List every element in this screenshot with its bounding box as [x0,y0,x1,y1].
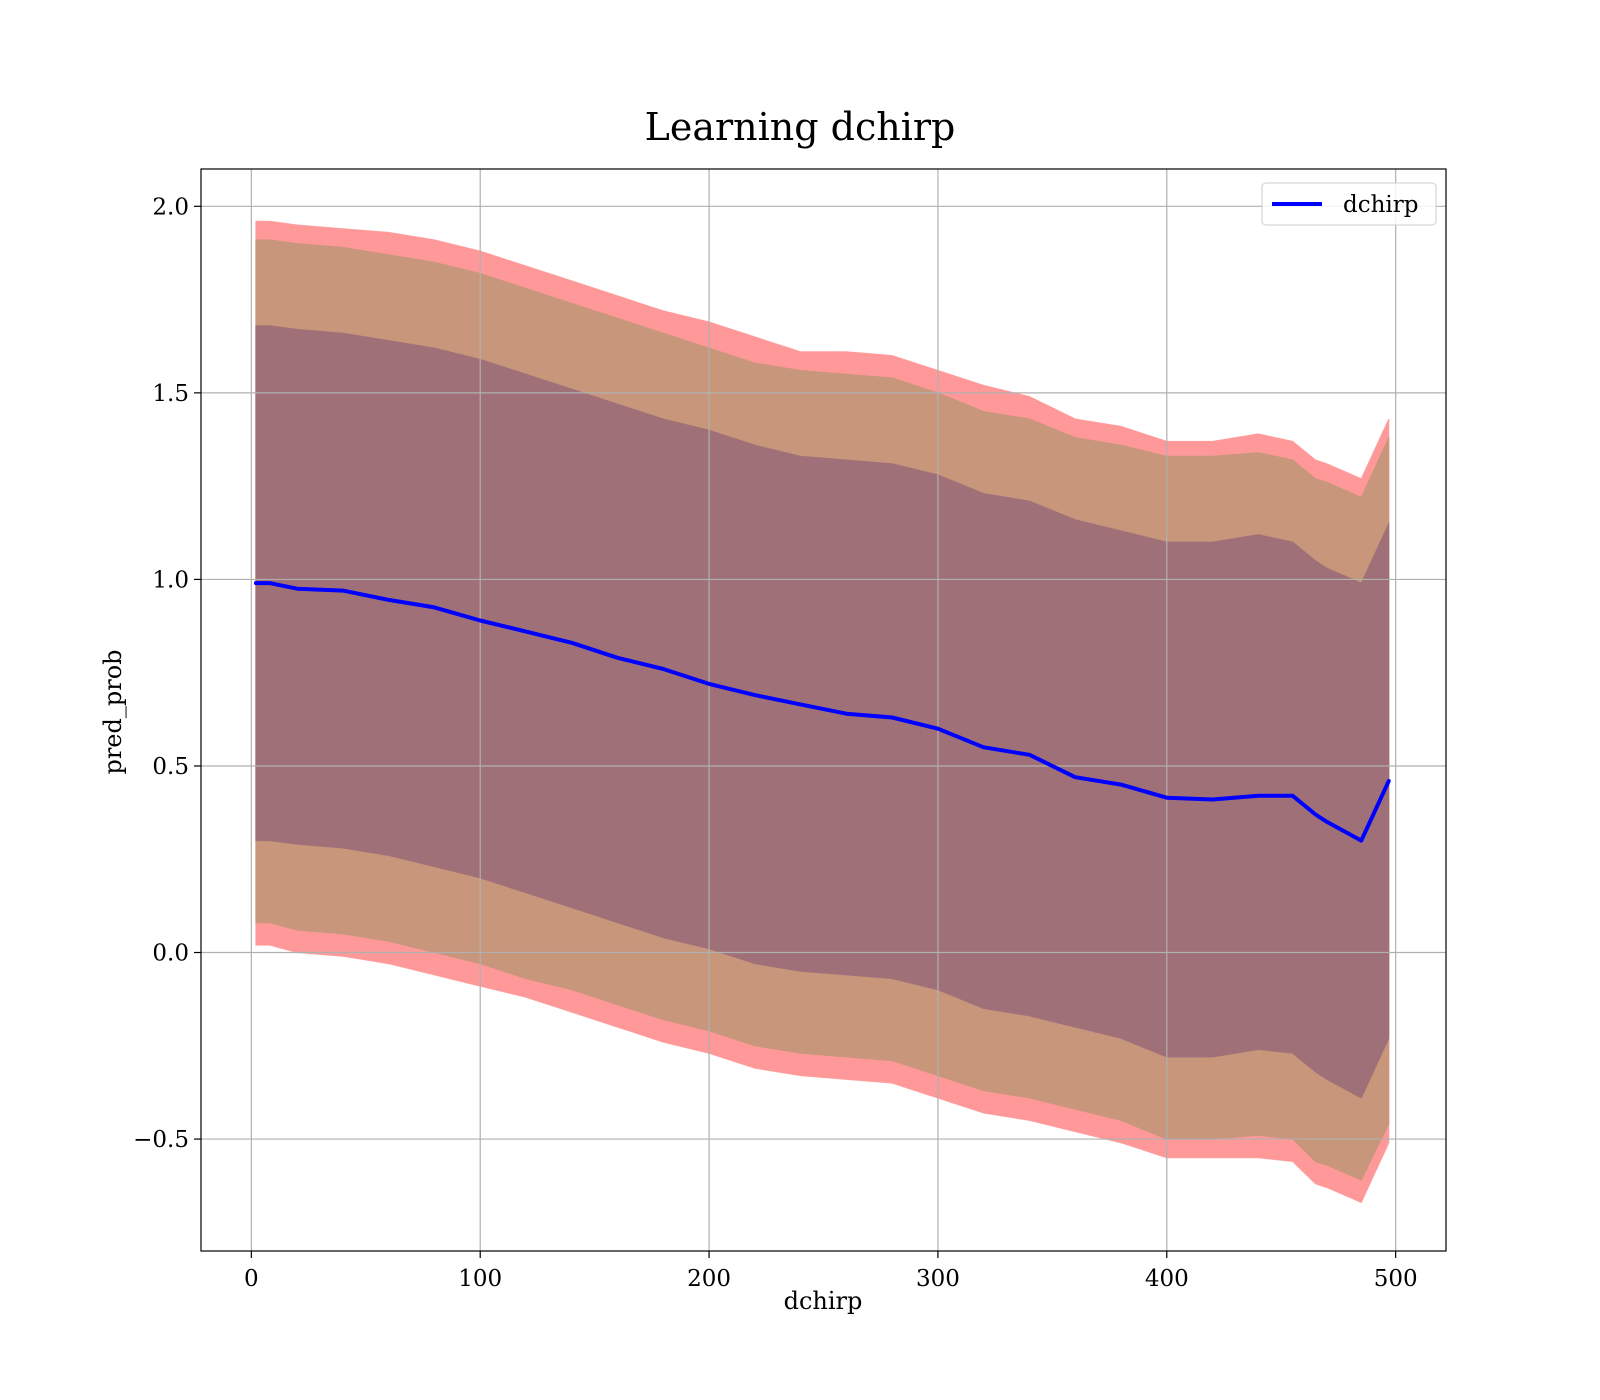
x-tick-label: 300 [916,1266,960,1292]
plot-frame [200,168,1447,1252]
y-axis-label: pred_prob [99,649,127,774]
series-lines [253,581,1391,843]
legend-label: dchirp [1343,192,1419,218]
y-tick-label: 0.5 [152,754,189,780]
grid-lines [201,169,1446,1251]
legend: dchirp [1261,182,1437,226]
y-tick-label: 1.5 [152,381,189,407]
x-axis-label: dchirp [784,1287,863,1315]
y-axis-ticks: −0.5 0.0 0.5 1.0 1.5 2.0 [133,194,201,1153]
legend-box [1261,182,1437,226]
band-inner [255,325,1390,1099]
y-tick-label: 1.0 [152,567,189,593]
x-tick-label: 500 [1374,1266,1418,1292]
x-tick-label: 100 [458,1266,502,1292]
y-tick-label: 0.0 [152,941,189,967]
x-tick-label: 0 [244,1266,259,1292]
x-tick-label: 200 [687,1266,731,1292]
y-tick-label: 2.0 [152,194,189,220]
chart-title: Learning dchirp [645,105,956,149]
x-axis-ticks: 0 100 200 300 400 500 [244,1251,1418,1292]
x-tick-label: 400 [1145,1266,1189,1292]
series-line-dchirp [253,581,1391,843]
y-tick-label: −0.5 [133,1127,189,1153]
